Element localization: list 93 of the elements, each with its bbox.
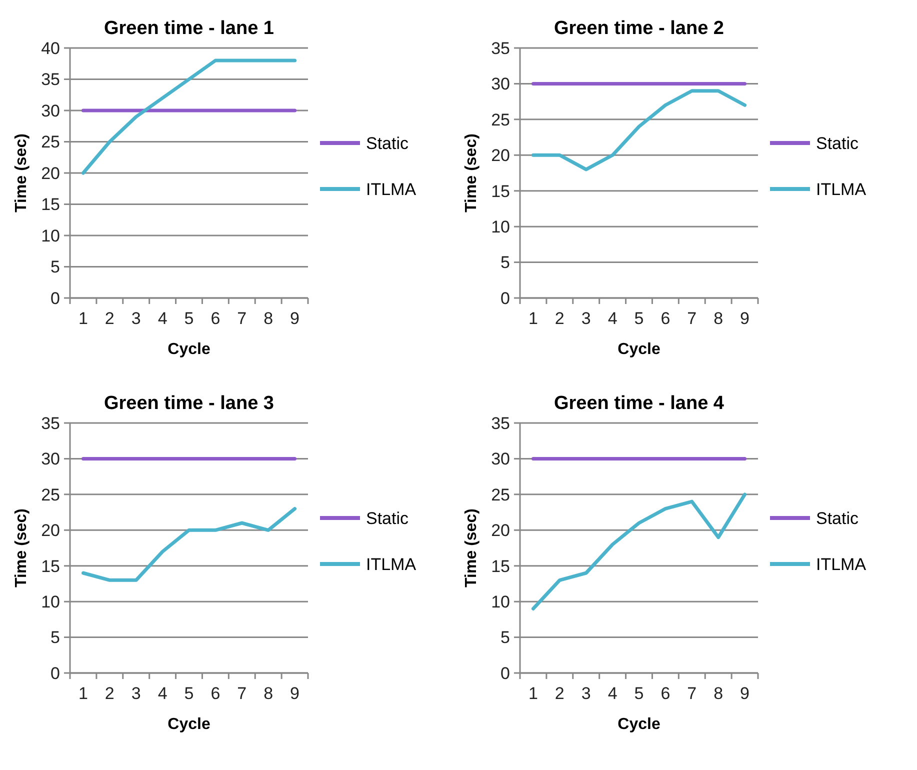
x-tick-label: 9 bbox=[290, 309, 300, 328]
y-axis-title: Time (sec) bbox=[13, 134, 30, 212]
y-tick-label: 25 bbox=[41, 132, 60, 152]
x-tick-label: 9 bbox=[290, 684, 300, 703]
x-tick-label: 8 bbox=[714, 684, 724, 703]
x-tick-label: 1 bbox=[78, 309, 88, 328]
y-tick-label: 0 bbox=[50, 288, 60, 308]
legend-label: ITLMA bbox=[366, 554, 417, 574]
y-tick-label: 20 bbox=[41, 164, 60, 183]
y-tick-label: 35 bbox=[41, 414, 60, 433]
y-tick-label: 35 bbox=[41, 70, 60, 90]
y-tick-label: 10 bbox=[491, 592, 510, 612]
y-tick-label: 25 bbox=[41, 485, 60, 504]
x-tick-label: 7 bbox=[237, 684, 247, 703]
legend-label: Static bbox=[366, 508, 410, 528]
line-series bbox=[81, 58, 297, 175]
y-tick-label: 0 bbox=[500, 288, 510, 308]
y-tick-label: 10 bbox=[41, 226, 60, 246]
y-tick-label: 40 bbox=[41, 38, 60, 58]
y-axis-title: Time (sec) bbox=[13, 508, 30, 588]
line-series bbox=[531, 492, 747, 610]
chart-title: Green time - lane 3 bbox=[104, 393, 274, 414]
y-tick-label: 5 bbox=[500, 253, 510, 272]
chart-title: Green time - lane 1 bbox=[104, 18, 274, 39]
y-tick-label: 35 bbox=[491, 38, 510, 58]
chart-title: Green time - lane 4 bbox=[554, 393, 724, 414]
y-tick-label: 20 bbox=[41, 521, 60, 540]
x-tick-label: 5 bbox=[184, 684, 194, 703]
x-tick-label: 6 bbox=[210, 309, 220, 328]
x-tick-label: 9 bbox=[740, 684, 750, 703]
y-tick-label: 25 bbox=[491, 485, 510, 504]
y-tick-label: 20 bbox=[491, 521, 510, 540]
x-tick-label: 2 bbox=[554, 684, 564, 703]
legend-label: Static bbox=[366, 134, 410, 153]
y-tick-label: 15 bbox=[41, 195, 60, 214]
x-axis-title: Cycle bbox=[618, 716, 660, 733]
x-tick-label: 5 bbox=[634, 684, 644, 703]
x-tick-label: 3 bbox=[131, 684, 141, 703]
x-tick-label: 2 bbox=[554, 309, 564, 328]
y-tick-label: 30 bbox=[41, 101, 60, 120]
x-tick-label: 2 bbox=[104, 684, 114, 703]
y-tick-label: 35 bbox=[491, 414, 510, 433]
legend-label: ITLMA bbox=[816, 180, 867, 199]
legend-label: Static bbox=[816, 134, 860, 153]
x-tick-label: 4 bbox=[608, 684, 618, 703]
y-tick-label: 5 bbox=[50, 628, 60, 648]
x-tick-label: 8 bbox=[264, 309, 274, 328]
x-tick-label: 5 bbox=[634, 309, 644, 328]
x-axis-title: Cycle bbox=[168, 341, 210, 358]
y-tick-label: 10 bbox=[41, 592, 60, 612]
y-tick-label: 0 bbox=[50, 664, 60, 683]
y-tick-label: 15 bbox=[41, 556, 60, 576]
x-tick-label: 4 bbox=[158, 309, 168, 328]
y-tick-label: 25 bbox=[491, 110, 510, 130]
y-tick-label: 5 bbox=[50, 258, 60, 277]
x-tick-label: 1 bbox=[78, 684, 88, 703]
line-series bbox=[531, 89, 747, 172]
legend-label: Static bbox=[816, 508, 860, 528]
x-tick-label: 8 bbox=[264, 684, 274, 703]
y-axis-title: Time (sec) bbox=[463, 134, 480, 212]
y-tick-label: 0 bbox=[500, 664, 510, 683]
line-series bbox=[81, 506, 297, 582]
x-tick-label: 2 bbox=[104, 309, 114, 328]
x-tick-label: 3 bbox=[581, 309, 591, 328]
x-tick-label: 3 bbox=[581, 684, 591, 703]
x-tick-label: 8 bbox=[714, 309, 724, 328]
y-tick-label: 15 bbox=[491, 182, 510, 201]
y-tick-label: 20 bbox=[491, 146, 510, 166]
y-tick-label: 5 bbox=[500, 628, 510, 648]
legend-label: ITLMA bbox=[366, 180, 417, 199]
x-tick-label: 5 bbox=[184, 309, 194, 328]
x-tick-label: 7 bbox=[687, 309, 697, 328]
x-tick-label: 9 bbox=[740, 309, 750, 328]
x-axis-title: Cycle bbox=[168, 716, 210, 733]
legend-label: ITLMA bbox=[816, 554, 867, 574]
y-tick-label: 30 bbox=[491, 74, 510, 94]
x-tick-label: 7 bbox=[687, 684, 697, 703]
x-tick-label: 4 bbox=[158, 684, 168, 703]
x-tick-label: 7 bbox=[237, 309, 247, 328]
x-tick-label: 4 bbox=[608, 309, 618, 328]
y-tick-label: 30 bbox=[491, 450, 510, 469]
chart-title: Green time - lane 2 bbox=[554, 18, 724, 39]
y-tick-label: 30 bbox=[41, 450, 60, 469]
x-tick-label: 1 bbox=[528, 309, 538, 328]
x-tick-label: 3 bbox=[131, 309, 141, 328]
y-axis-title: Time (sec) bbox=[463, 508, 480, 588]
x-tick-label: 6 bbox=[660, 684, 670, 703]
y-tick-label: 15 bbox=[491, 556, 510, 576]
y-tick-label: 10 bbox=[491, 218, 510, 237]
x-tick-label: 1 bbox=[528, 684, 538, 703]
x-tick-label: 6 bbox=[210, 684, 220, 703]
x-axis-title: Cycle bbox=[618, 341, 660, 358]
x-tick-label: 6 bbox=[660, 309, 670, 328]
